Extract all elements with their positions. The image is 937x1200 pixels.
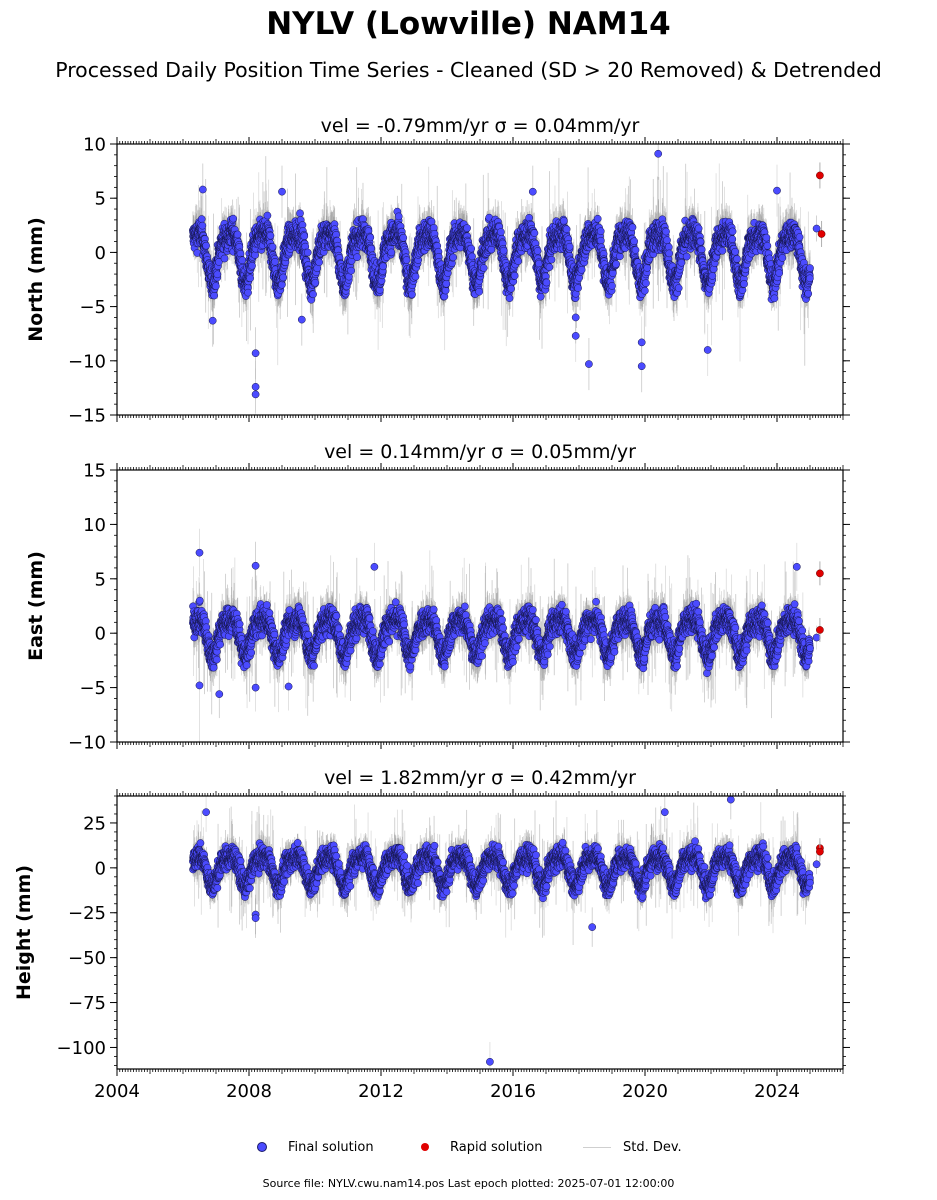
final-point: [244, 288, 252, 297]
final-point: [246, 274, 254, 283]
final-point: [212, 282, 220, 290]
final-point: [238, 256, 247, 265]
chart-subtitle: Processed Daily Position Time Series - C…: [0, 58, 937, 82]
final-point: [229, 214, 238, 223]
final-point: [198, 221, 207, 230]
final-point: [233, 230, 242, 239]
final-point: [248, 261, 256, 270]
data-layer: [189, 144, 826, 415]
final-point: [213, 270, 222, 279]
chart-title: NYLV (Lowville) NAM14: [0, 6, 937, 42]
final-point: [197, 215, 206, 223]
final-point: [210, 291, 219, 300]
final-point: [220, 254, 229, 263]
final-point: [202, 241, 210, 250]
